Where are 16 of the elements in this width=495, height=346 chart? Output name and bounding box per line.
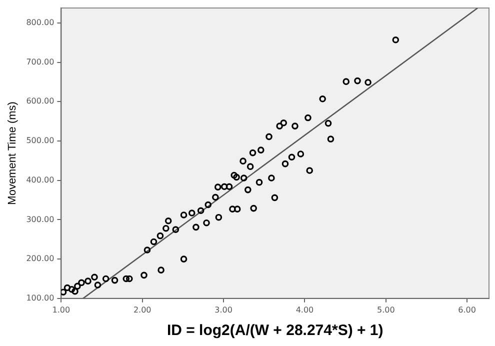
x-tick-label: 2.00 — [133, 305, 152, 314]
x-tick-label: 6.00 — [458, 305, 476, 314]
y-tick-label: 400.00 — [26, 175, 54, 184]
y-tick-label: 800.00 — [26, 18, 54, 28]
x-tick-label: 5.00 — [377, 305, 395, 314]
y-tick-label: 600.00 — [26, 96, 54, 106]
x-tick-label: 4.00 — [296, 305, 314, 314]
y-tick-label: 100.00 — [26, 293, 54, 302]
y-tick-label: 200.00 — [26, 254, 54, 264]
x-tick-label: 1.00 — [52, 305, 70, 314]
y-tick-label: 500.00 — [26, 136, 54, 146]
y-axis-title: Movement Time (ms) — [6, 102, 19, 205]
y-tick-label: 700.00 — [26, 57, 54, 66]
x-axis-title: ID = log2(A/(W + 28.274*S) + 1) — [166, 322, 384, 340]
y-tick-label: 300.00 — [26, 214, 54, 224]
x-tick-label: 3.00 — [214, 305, 232, 314]
